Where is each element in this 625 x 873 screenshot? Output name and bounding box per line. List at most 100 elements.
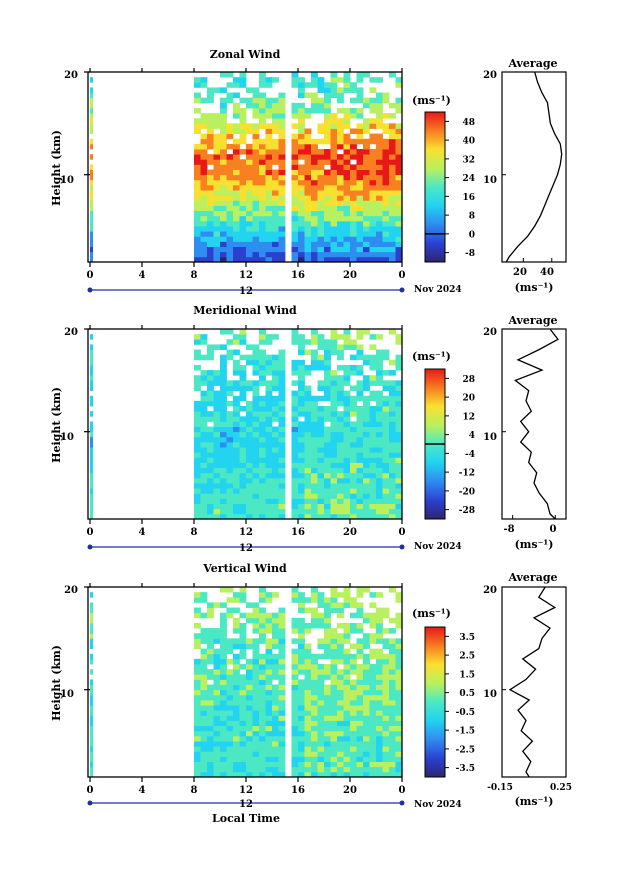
heatmap-cell (356, 241, 364, 247)
heatmap-cell (200, 462, 208, 469)
heatmap-cell (324, 669, 331, 675)
heatmap-cell (291, 493, 299, 499)
heatmap-cell (246, 725, 253, 732)
heatmap-cell (278, 138, 286, 145)
heatmap-cell (337, 169, 344, 176)
heatmap-cell (382, 149, 390, 155)
vertical-day-label: 12 (239, 799, 253, 810)
heatmap-cell (200, 113, 208, 119)
heatmap-cell (90, 174, 93, 181)
heatmap-cell (324, 715, 331, 721)
heatmap-cell (265, 256, 273, 263)
heatmap-cell (363, 746, 370, 752)
heatmap-cell (207, 200, 214, 206)
heatmap-cell (363, 694, 370, 701)
heatmap-cell (213, 241, 221, 247)
heatmap-cell (233, 246, 240, 253)
heatmap-cell (207, 179, 214, 186)
heatmap-cell (265, 452, 273, 458)
heatmap-cell (363, 674, 370, 680)
heatmap-cell (330, 113, 338, 119)
heatmap-cell (356, 488, 364, 494)
heatmap-cell (207, 669, 214, 675)
heatmap-cell (291, 226, 299, 232)
heatmap-cell (272, 400, 279, 407)
heatmap-cell (90, 766, 93, 773)
heatmap-cell (356, 179, 364, 186)
heatmap-cell (291, 220, 299, 227)
heatmap-cell (200, 411, 208, 417)
heatmap-cell (239, 226, 247, 232)
heatmap-cell (343, 472, 351, 479)
heatmap-cell (259, 513, 266, 520)
heatmap-cell (369, 725, 377, 732)
heatmap-cell (298, 756, 305, 762)
heatmap-cell (246, 195, 253, 201)
heatmap-cell (226, 452, 234, 458)
heatmap-cell (265, 220, 273, 227)
heatmap-cell (298, 246, 305, 253)
heatmap-cell (207, 231, 214, 237)
heatmap-cell (363, 633, 370, 639)
meridional-y-tick: 20 (64, 327, 78, 338)
heatmap-cell (265, 411, 273, 417)
heatmap-cell (330, 766, 338, 773)
heatmap-cell (298, 205, 305, 212)
heatmap-cell (278, 190, 286, 196)
heatmap-cell (343, 766, 351, 773)
heatmap-cell (395, 174, 403, 181)
heatmap-cell (259, 241, 266, 247)
heatmap-cell (356, 215, 364, 222)
heatmap-cell (246, 477, 253, 484)
heatmap-cell (278, 771, 286, 778)
heatmap-cell (207, 380, 214, 386)
heatmap-cell (298, 344, 305, 350)
heatmap-cell (265, 705, 273, 711)
heatmap-cell (304, 143, 312, 150)
heatmap-cell (259, 143, 266, 150)
heatmap-cell (278, 689, 286, 696)
heatmap-cell (363, 513, 370, 520)
heatmap-cell (376, 498, 383, 504)
heatmap-cell (330, 149, 338, 155)
zonal-x-tick: 0 (399, 270, 406, 281)
heatmap-cell (330, 133, 338, 140)
heatmap-cell (389, 406, 396, 412)
heatmap-cell (317, 467, 325, 474)
heatmap-cell (395, 190, 403, 196)
heatmap-cell (395, 472, 403, 479)
heatmap-cell (376, 118, 383, 124)
heatmap-cell (239, 231, 247, 237)
heatmap-cell (369, 633, 377, 639)
heatmap-cell (395, 179, 403, 186)
heatmap-cell (246, 159, 253, 165)
heatmap-cell (324, 375, 331, 381)
heatmap-cell (259, 669, 266, 675)
heatmap-cell (356, 648, 364, 655)
heatmap-cell (226, 679, 234, 685)
heatmap-cell (207, 452, 214, 458)
heatmap-cell (200, 251, 208, 258)
heatmap-cell (239, 705, 247, 711)
heatmap-cell (376, 97, 383, 104)
heatmap-cell (376, 77, 383, 83)
heatmap-cell (194, 771, 201, 778)
heatmap-cell (324, 205, 331, 212)
meridional-heatmap (90, 329, 403, 520)
heatmap-cell (350, 771, 357, 778)
heatmap-cell (317, 493, 325, 499)
heatmap-cell (220, 643, 227, 650)
heatmap-cell (278, 375, 286, 381)
heatmap-cell (194, 380, 201, 386)
heatmap-cell (252, 648, 260, 655)
heatmap-cell (194, 658, 201, 665)
heatmap-cell (363, 741, 370, 747)
heatmap-cell (220, 231, 227, 237)
heatmap-cell (356, 735, 364, 742)
heatmap-cell (356, 607, 364, 614)
heatmap-cell (350, 231, 357, 237)
heatmap-cell (226, 441, 234, 448)
heatmap-cell (350, 154, 357, 160)
heatmap-cell (265, 226, 273, 232)
heatmap-cell (304, 179, 312, 186)
